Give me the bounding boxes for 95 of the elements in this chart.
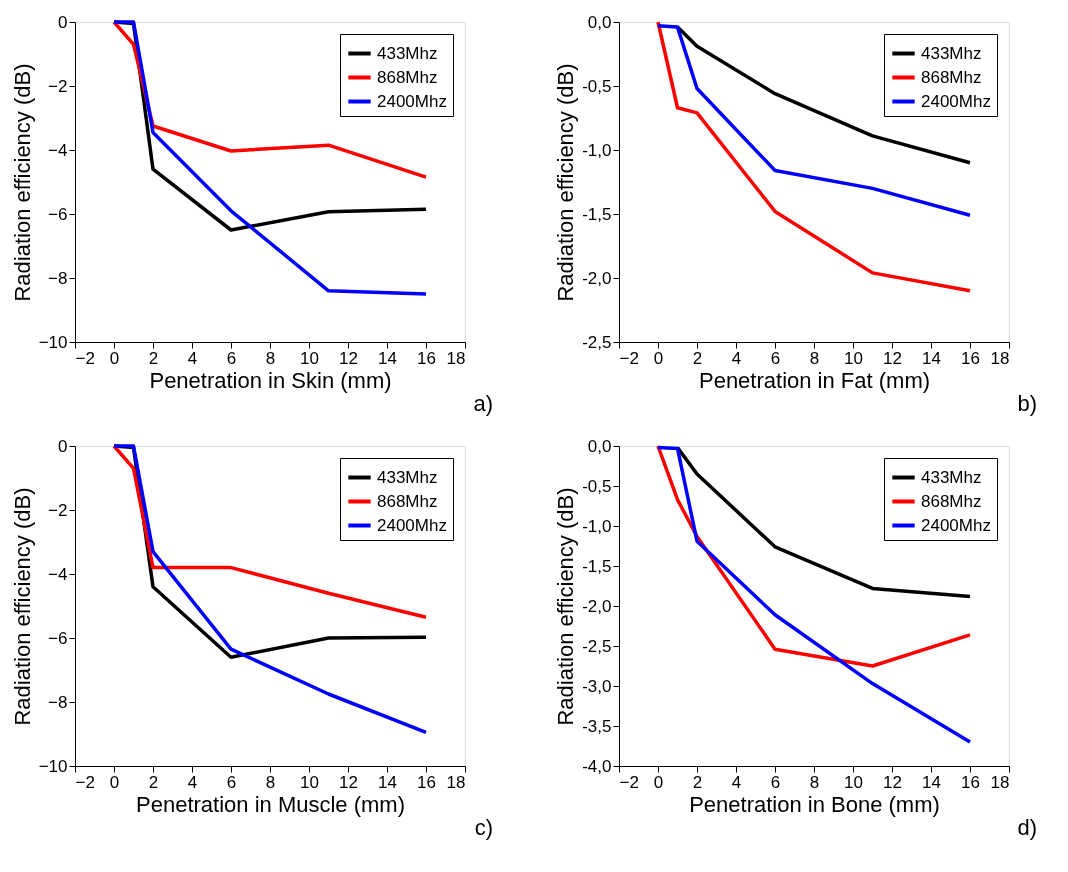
x-tick-label: 16 [961,772,980,792]
y-tick-label: −10 [38,756,68,776]
y-tick-label: -1,5 [582,556,612,576]
y-tick-label: −10 [38,332,68,352]
x-tick-label: 4 [187,772,198,792]
y-axis-title: Radiation efficiency (dB) [9,487,35,726]
x-tick-label: 2 [148,772,159,792]
text: b) [1017,391,1037,416]
x-tick-label: 10 [844,348,863,368]
legend-label: 433Mhz [377,43,438,63]
x-tick-label: 12 [883,772,902,792]
x-tick-label: 16 [961,348,980,368]
x-tick-label: 8 [265,772,276,792]
text: d) [1017,815,1037,840]
x-tick-label: 14 [378,772,397,792]
y-tick-label: -1,0 [582,516,612,536]
x-tick-label: 8 [265,348,276,368]
legend-label: 2400Mhz [377,515,447,535]
y-tick-label: -2,0 [582,268,612,288]
legend-label: 868Mhz [377,67,438,87]
x-tick-label: 6 [226,348,237,368]
y-tick-label: 0 [58,436,68,456]
y-tick-label: −2 [48,76,68,96]
x-tick-label: 10 [300,348,319,368]
x-tick-label: −2 [75,348,95,368]
y-tick-label: -0,5 [582,476,612,496]
y-tick-label: -2,5 [582,636,612,656]
x-tick-label: 4 [187,348,198,368]
x-tick-label: 14 [922,348,941,368]
x-tick-label: 8 [809,772,820,792]
y-tick-label: −8 [48,692,68,712]
y-tick-label: −8 [48,268,68,288]
x-tick-label: 0 [653,348,664,368]
text: c) [474,815,493,840]
y-tick-label: -1,0 [582,140,612,160]
legend-label: 433Mhz [921,43,982,63]
x-tick-label: 16 [417,348,436,368]
y-tick-label: -1,5 [582,204,612,224]
x-tick-label: 14 [922,772,941,792]
y-tick-label: 0,0 [587,436,612,456]
legend-label: 433Mhz [921,467,982,487]
x-tick-label: 10 [844,772,863,792]
y-tick-label: -3,5 [582,716,612,736]
x-tick-label: 14 [378,348,397,368]
legend-label: 868Mhz [377,491,438,511]
y-axis-title: Radiation efficiency (dB) [553,63,579,302]
y-tick-label: -4,0 [582,756,612,776]
x-tick-label: 18 [446,348,466,368]
x-tick-label: 18 [990,772,1010,792]
x-tick-label: 16 [417,772,436,792]
x-tick-label: 18 [990,348,1010,368]
x-tick-label: 6 [226,772,237,792]
x-tick-label: 0 [653,772,664,792]
x-tick-label: 4 [731,772,742,792]
x-tick-label: −2 [619,348,639,368]
x-axis-title: Penetration in Muscle (mm) [136,791,405,817]
y-tick-label: −6 [48,628,68,648]
y-tick-label: -2,0 [582,596,612,616]
x-tick-label: −2 [619,772,639,792]
x-tick-label: 2 [692,348,703,368]
x-axis-title: Penetration in Fat (mm) [698,367,931,393]
y-tick-label: −4 [48,140,68,160]
x-tick-label: 18 [446,772,466,792]
x-tick-label: −2 [75,772,95,792]
y-tick-label: −6 [48,204,68,224]
x-tick-label: 0 [109,348,120,368]
x-tick-label: 2 [148,348,159,368]
x-axis-title: Penetration in Skin (mm) [149,367,392,393]
y-tick-label: 0 [58,12,68,32]
x-tick-label: 10 [300,772,319,792]
x-tick-label: 0 [109,772,120,792]
y-tick-label: −2 [48,500,68,520]
legend-label: 2400Mhz [921,515,991,535]
x-tick-label: 4 [731,348,742,368]
y-tick-label: -2,5 [582,332,612,352]
legend-label: 433Mhz [377,467,438,487]
y-tick-label: 0,0 [587,12,612,32]
x-tick-label: 12 [883,348,902,368]
x-axis-title: Penetration in Bone (mm) [689,791,940,817]
y-axis-title: Radiation efficiency (dB) [553,487,579,726]
y-tick-label: −4 [48,564,68,584]
x-tick-label: 2 [692,772,703,792]
y-axis-title: Radiation efficiency (dB) [9,63,35,302]
legend-label: 868Mhz [921,67,982,87]
x-tick-label: 12 [339,772,358,792]
x-tick-label: 6 [770,772,781,792]
text: a) [473,391,493,416]
legend-label: 2400Mhz [921,91,991,111]
y-tick-label: -3,0 [582,676,612,696]
legend-label: 2400Mhz [377,91,447,111]
x-tick-label: 6 [770,348,781,368]
x-tick-label: 12 [339,348,358,368]
y-tick-label: -0,5 [582,76,612,96]
x-tick-label: 8 [809,348,820,368]
legend-label: 868Mhz [921,491,982,511]
